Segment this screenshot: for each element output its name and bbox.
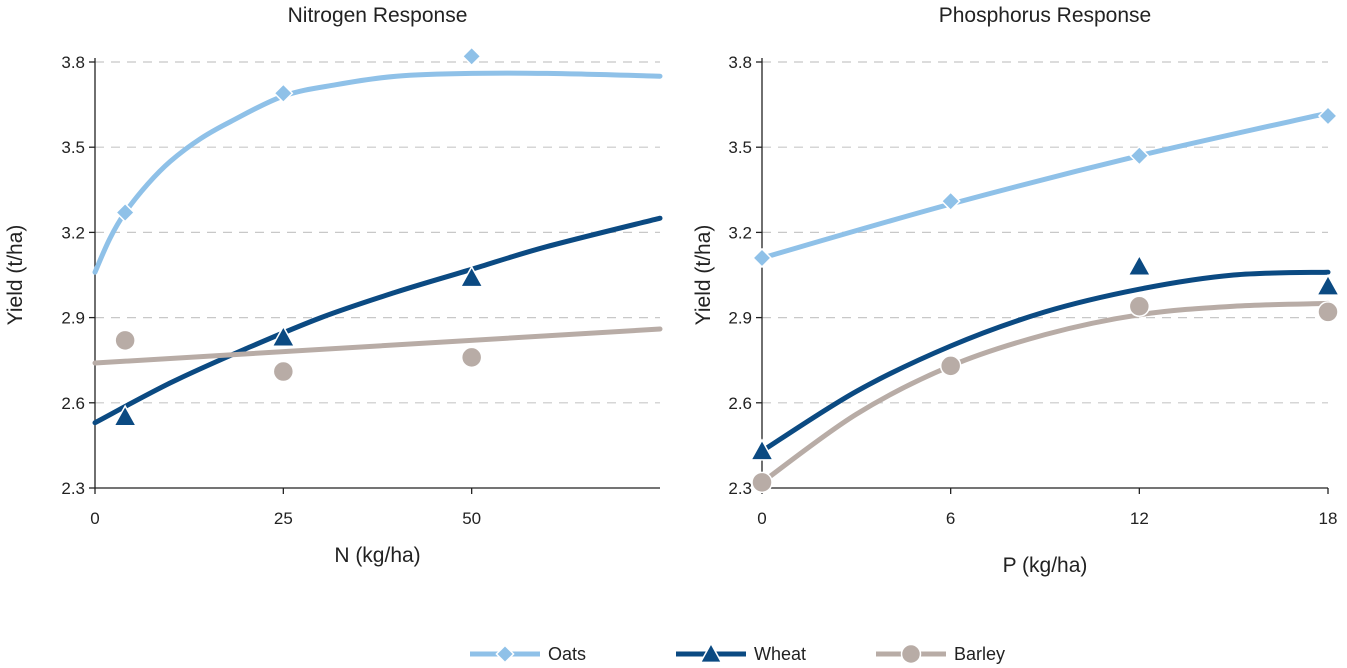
fit-line-wheat (92, 215, 663, 426)
chart-title-phosphorus: Phosphorus Response (939, 4, 1151, 27)
y-tick-label: 3.5 (728, 138, 752, 157)
fit-line-oats (92, 70, 663, 275)
y-tick-label: 2.9 (61, 309, 85, 328)
data-point-wheat (1315, 273, 1341, 296)
data-point-wheat (112, 404, 138, 427)
fit-line-wheat (759, 269, 1331, 454)
y-tick-label: 3.8 (728, 53, 752, 72)
y-tick-label: 2.6 (61, 394, 85, 413)
data-point-barley (460, 346, 483, 369)
data-point-oats (1129, 145, 1150, 166)
phosphorus-response-panel: 2.3 2.6 2.9 3.2 3.5 3.8 0 6 12 18 Phosphorus Resp… (692, 4, 1341, 577)
legend-label-oats: Oats (548, 644, 586, 664)
data-point-barley (1128, 295, 1151, 317)
data-point-wheat (459, 265, 484, 288)
x-tick-label: 0 (757, 509, 766, 528)
y-tick-label: 2.3 (728, 479, 752, 498)
data-point-oats (461, 46, 482, 67)
data-point-barley (1317, 301, 1339, 323)
data-point-barley (272, 360, 295, 383)
y-tick-label: 2.9 (728, 309, 752, 328)
fit-line-barley (92, 326, 663, 366)
y-tick-label: 3.2 (728, 223, 752, 242)
x-tick-label: 12 (1130, 509, 1149, 528)
data-point-oats (751, 247, 773, 269)
x-tick-label: 0 (90, 509, 99, 528)
data-point-barley (751, 471, 773, 494)
legend-marker-oats (495, 644, 515, 664)
x-axis-label-phosphorus: P (kg/ha) (1003, 554, 1088, 577)
y-tick-label: 2.6 (728, 394, 752, 413)
legend: Oats Wheat Barley (470, 642, 1005, 665)
y-axis-label-nitrogen: Yield (t/ha) (4, 225, 27, 326)
x-tick-label: 6 (946, 509, 955, 528)
x-tick-label: 25 (274, 509, 293, 528)
fit-line-oats (759, 110, 1331, 261)
data-point-oats (1317, 105, 1339, 127)
nitrogen-response-panel: 2.3 2.6 2.9 3.2 3.5 3.8 0 25 50 Nitrogen Respons… (4, 4, 663, 567)
data-point-oats (115, 202, 136, 223)
data-point-wheat (749, 438, 775, 461)
x-tick-label: 18 (1319, 509, 1338, 528)
data-point-oats (273, 83, 294, 104)
chart-title-nitrogen: Nitrogen Response (288, 4, 468, 27)
data-point-barley (114, 329, 136, 352)
data-point-wheat (1127, 253, 1152, 277)
legend-label-barley: Barley (954, 644, 1005, 664)
x-tick-label: 50 (462, 509, 481, 528)
y-tick-label: 2.3 (61, 479, 85, 498)
x-axis-label-nitrogen: N (kg/ha) (334, 544, 420, 567)
fit-line-barley (759, 300, 1331, 485)
legend-marker-wheat (699, 642, 723, 664)
y-axis-label-phosphorus: Yield (t/ha) (692, 225, 715, 326)
plot-area-1: 2.3 2.6 2.9 3.2 3.5 3.8 0 6 12 18 (728, 53, 1341, 528)
data-point-wheat (271, 324, 296, 348)
legend-marker-barley (900, 643, 922, 665)
plot-area-0: 2.3 2.6 2.9 3.2 3.5 3.8 0 25 50 (61, 46, 663, 528)
y-tick-label: 3.2 (61, 223, 85, 242)
legend-label-wheat: Wheat (754, 644, 806, 664)
data-point-barley (939, 355, 962, 377)
y-tick-label: 3.8 (61, 53, 85, 72)
data-point-oats (940, 191, 961, 212)
y-tick-label: 3.5 (61, 138, 85, 157)
